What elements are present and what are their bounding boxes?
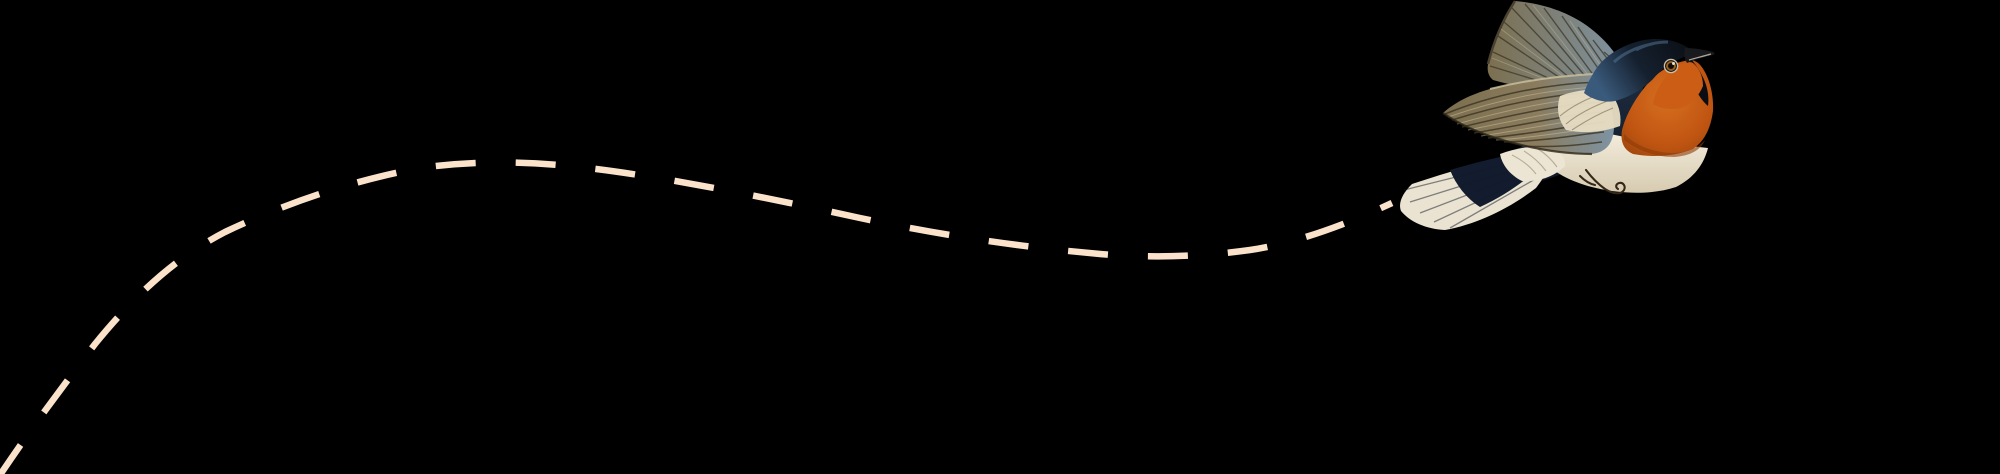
- bird-lower-wing-feather-lines: [1444, 81, 1606, 148]
- bird-lower-wing-pale-lines: [1447, 86, 1606, 141]
- bird-upper-wing-leading-edge: [1486, 0, 1517, 65]
- bird-lower-wing-top-edge: [1489, 73, 1595, 90]
- bird-breast-shadow: [1624, 134, 1705, 157]
- bird-beak-highlight: [1688, 53, 1712, 61]
- bird-illustration: [1400, 0, 1715, 230]
- bird-lower-wing-bottom-edge: [1442, 112, 1593, 156]
- bird-flank-patch: [1500, 146, 1566, 182]
- bird-upper-wing: [1487, 1, 1626, 89]
- bird-eye-glint: [1672, 62, 1675, 65]
- bird-flank-streaks: [1511, 148, 1558, 175]
- bird-throat: [1653, 62, 1703, 109]
- bird-head: [1584, 39, 1690, 102]
- bird-eye-iris: [1666, 61, 1676, 71]
- bird-upper-wing-pale-lines: [1491, 4, 1608, 88]
- flight-path-dashed-line: [0, 159, 1394, 474]
- bird-tail-feather-lines: [1403, 152, 1553, 229]
- bird-feet: [1578, 168, 1626, 195]
- bird-upper-wing-feather-lines: [1489, 3, 1622, 89]
- bird-crown-sheen: [1612, 40, 1669, 64]
